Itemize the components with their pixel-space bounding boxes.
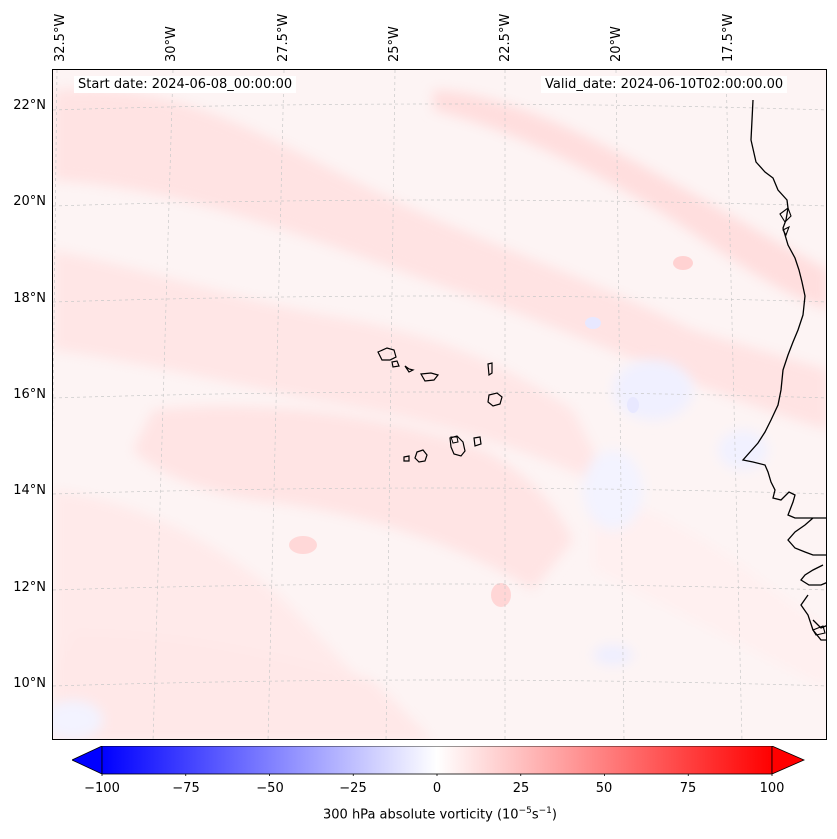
lon-label-30w: 30°W: [164, 26, 179, 62]
lon-label-20w: 20°W: [609, 26, 624, 62]
lon-label-22-5w: 22.5°W: [498, 13, 513, 62]
colorbar-tick-neg100: −100: [84, 781, 120, 796]
colorbar-tick-neg75: −75: [172, 781, 200, 796]
graticule: [53, 70, 826, 739]
lat-label-20n: 20°N: [13, 194, 46, 209]
colorbar-tick-50: 50: [595, 781, 613, 796]
lat-label-16n: 16°N: [13, 387, 46, 402]
colorbar-gradient: [101, 746, 773, 775]
colorbar-unit-s: s: [531, 807, 539, 823]
lon-label-32-5w: 32.5°W: [53, 13, 68, 62]
colorbar-unit-exponent-1: −5: [518, 806, 532, 816]
lon-label-17-5w: 17.5°W: [721, 13, 736, 62]
colorbar-unit-close: ): [551, 807, 557, 823]
colorbar-max-extend: [771, 746, 805, 775]
vorticity-map: [53, 70, 826, 739]
lat-label-18n: 18°N: [13, 291, 46, 306]
colorbar-unit-exponent-2: −1: [538, 806, 552, 816]
colorbar-tick-75: 75: [679, 781, 697, 796]
lat-label-10n: 10°N: [13, 676, 46, 691]
african-coastline: [741, 99, 826, 641]
colorbar-label: 300 hPa absolute vorticity (10−5s−1): [0, 806, 837, 822]
map-panel: [52, 69, 827, 740]
colorbar-tick-neg25: −25: [339, 781, 367, 796]
colorbar-min-extend: [72, 746, 103, 775]
start-date-label: Start date: 2024-06-08_00:00:00: [74, 76, 297, 93]
lon-label-27-5w: 27.5°W: [276, 13, 291, 62]
lat-label-22n: 22°N: [13, 98, 46, 113]
lat-label-14n: 14°N: [13, 483, 46, 498]
lat-label-12n: 12°N: [13, 580, 46, 595]
colorbar-tick-0: 0: [432, 781, 442, 796]
colorbar-tick-100: 100: [759, 781, 785, 796]
cape-verde-islands: [377, 347, 503, 463]
colorbar: [72, 746, 805, 776]
lon-label-25w: 25°W: [387, 26, 402, 62]
colorbar-tick-neg50: −50: [256, 781, 284, 796]
negative-vorticity-patches: [53, 360, 768, 739]
coastal-islets: [779, 207, 826, 636]
colorbar-tick-marks: [101, 774, 773, 776]
colorbar-tick-25: 25: [512, 781, 530, 796]
colorbar-label-text: 300 hPa absolute vorticity (10: [323, 807, 519, 823]
positive-vorticity-bands: [53, 88, 826, 739]
valid-date-label: Valid_date: 2024-06-10T02:00:00.00: [541, 76, 788, 93]
vorticity-blobs: [289, 256, 693, 607]
